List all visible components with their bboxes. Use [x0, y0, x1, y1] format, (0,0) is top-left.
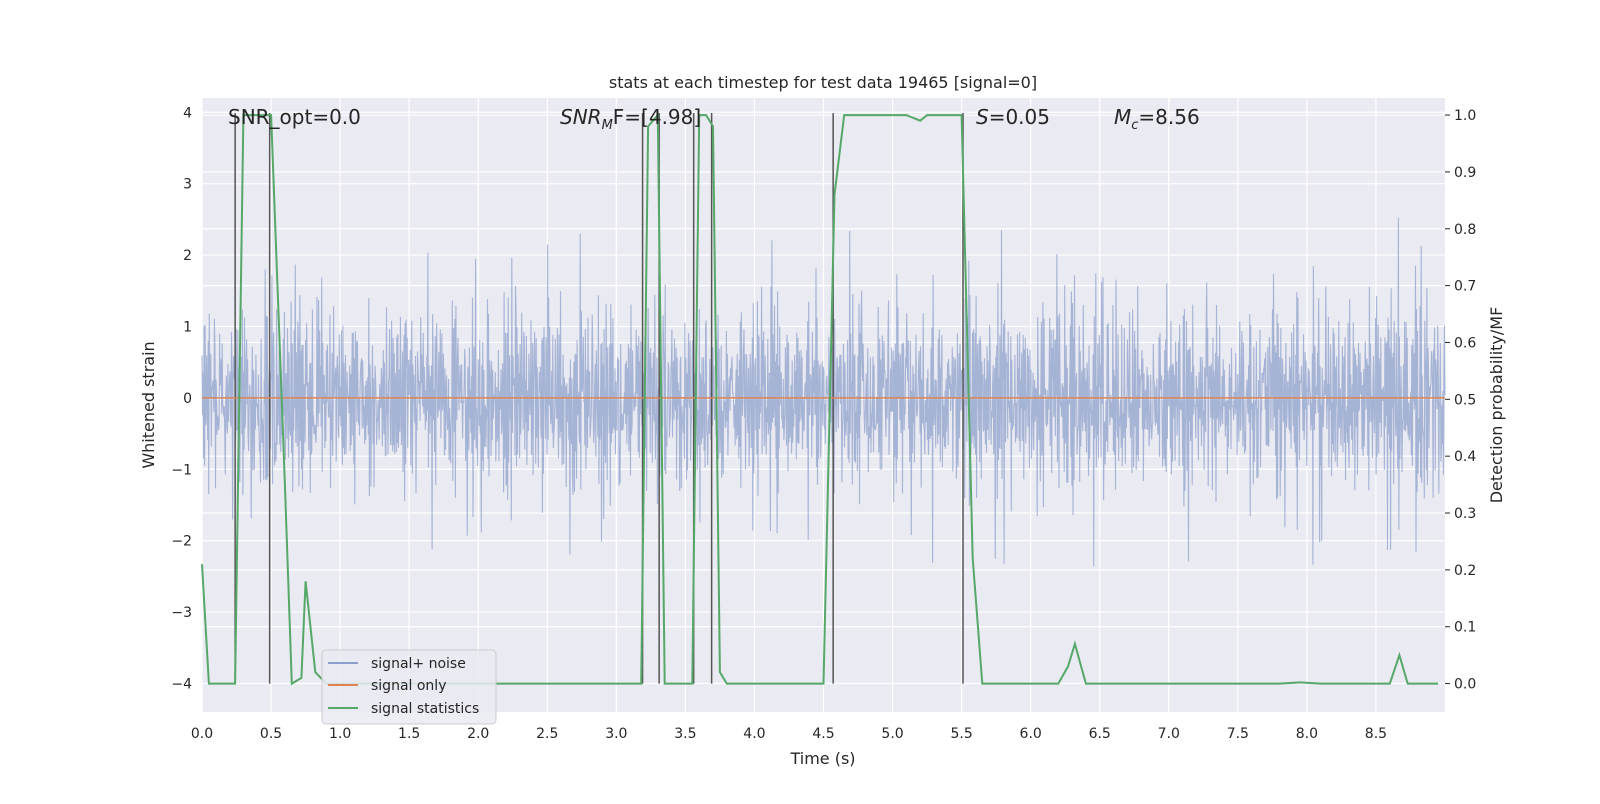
legend-label-signal-only: signal only: [371, 678, 446, 694]
mc-label: M: [1114, 105, 1131, 129]
mc-annotation: Mc=8.56: [1114, 105, 1200, 133]
mc-value: =8.56: [1138, 105, 1199, 129]
y-right-tick-label: 0.1: [1454, 620, 1476, 636]
y-right-tick-label: 0.4: [1454, 449, 1476, 465]
x-tick-label: 1.5: [398, 726, 420, 742]
s-annotation: S=0.05: [976, 105, 1050, 129]
snr-opt-annotation: SNR_opt=0.0: [228, 105, 361, 129]
legend-label-noise: signal+ noise: [371, 656, 466, 672]
s-label: S: [976, 105, 989, 129]
mc-subscript: c: [1131, 118, 1138, 133]
tick-label-layer: 0.0 0.5 1.0 1.5 2.0 2.5 3.0 3.5 4.0 4.5 5.0 5.5 6.0 6…: [171, 105, 1476, 742]
y-left-tick-label: 2: [183, 248, 192, 264]
y-left-tick-label: −3: [171, 605, 192, 621]
x-tick-label: 5.5: [950, 726, 972, 742]
y-right-tick-label: 1.0: [1454, 108, 1476, 124]
y-left-tick-label: −1: [171, 462, 192, 478]
y-right-tick-label: 0.6: [1454, 335, 1476, 351]
x-tick-label: 0.5: [260, 726, 282, 742]
x-tick-label: 7.0: [1158, 726, 1180, 742]
x-tick-label: 4.5: [812, 726, 834, 742]
y-right-tick-label: 0.0: [1454, 677, 1476, 693]
x-tick-label: 3.0: [605, 726, 627, 742]
x-tick-label: 8.0: [1296, 726, 1318, 742]
legend-box: [321, 649, 497, 725]
y-right-tick-label: 0.5: [1454, 392, 1476, 408]
y-right-tick-label: 0.3: [1454, 506, 1476, 522]
signal-statistics-line: [201, 112, 1439, 686]
x-tick-label: 5.0: [881, 726, 903, 742]
y-left-tick-label: −2: [171, 534, 192, 550]
chart-title: stats at each timestep for test data 194…: [609, 73, 1037, 92]
snr-mf-subscript: M: [602, 118, 613, 133]
x-tick-label: 2.0: [467, 726, 489, 742]
y-left-tick-label: 3: [183, 177, 192, 193]
x-tick-label: 3.5: [674, 726, 696, 742]
y-axis-left-label: Whitened strain: [139, 341, 158, 468]
snr-mf-value: F=[4.98]: [613, 105, 701, 129]
x-tick-label: 0.0: [191, 726, 213, 742]
y-axis-right-label: Detection probability/MF: [1487, 307, 1506, 504]
y-right-tick-label: 0.9: [1454, 165, 1476, 181]
x-tick-label: 6.5: [1089, 726, 1111, 742]
y-left-tick-label: −4: [171, 676, 192, 692]
x-tick-label: 2.5: [536, 726, 558, 742]
noise-series-layer: [201, 217, 1446, 567]
signal-statistics-layer: [201, 112, 1439, 686]
x-tick-label: 7.5: [1227, 726, 1249, 742]
signal-noise-line: [201, 217, 1446, 567]
snr-mf-main: SNR: [560, 105, 602, 129]
y-left-tick-label: 4: [183, 105, 192, 121]
x-axis-label: Time (s): [789, 749, 855, 768]
s-value: =0.05: [989, 105, 1050, 129]
snr-mf-annotation: SNRMF=[4.98]: [560, 105, 701, 133]
y-left-tick-label: 0: [183, 391, 192, 407]
y-right-tick-label: 0.2: [1454, 563, 1476, 579]
x-tick-label: 4.0: [743, 726, 765, 742]
grid-layer: [201, 98, 1445, 712]
y-left-tick-label: 1: [183, 319, 192, 335]
x-tick-label: 1.0: [329, 726, 351, 742]
x-tick-label: 6.0: [1020, 726, 1042, 742]
legend-label-statistics: signal statistics: [371, 701, 479, 717]
y-right-tick-label: 0.8: [1454, 222, 1476, 238]
y-right-tick-label: 0.7: [1454, 279, 1476, 295]
x-tick-label: 8.5: [1365, 726, 1387, 742]
legend: signal+ noise signal only signal statist…: [321, 649, 497, 725]
